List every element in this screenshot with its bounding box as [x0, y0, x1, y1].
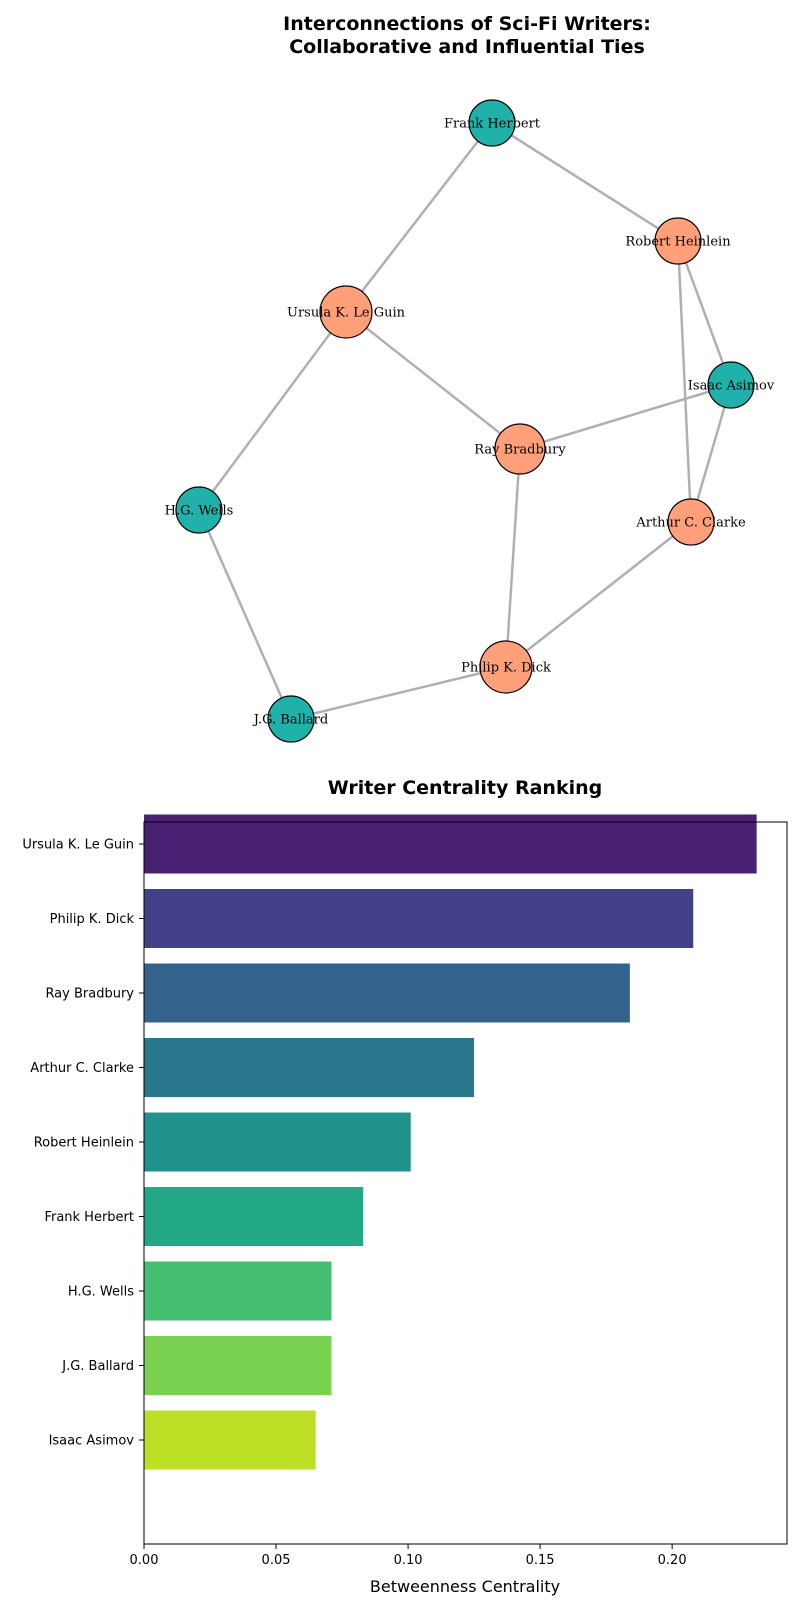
bar-chart-title: Writer Centrality Ranking — [328, 780, 602, 799]
y-tick-label: Ray Bradbury — [45, 987, 134, 1002]
network-nodes: Frank Herbert Robert Heinlein Ursula K. Le… — [165, 99, 775, 743]
network-title-line-2: Collaborative and Influential Ties — [289, 36, 645, 58]
node-robert-heinlein: Robert Heinlein — [625, 217, 731, 265]
plot-frame — [143, 821, 788, 1545]
x-tick-label: 0.05 — [262, 1553, 291, 1568]
node-arthur-c-clarke: Arthur C. Clarke — [635, 498, 746, 546]
edge-robert-heinlein-arthur-c-clarke — [676, 240, 693, 523]
edge-philip-k-dick-j-g-ballard — [290, 665, 507, 721]
node-label: Ray Bradbury — [474, 443, 566, 458]
bar-philip-k-dick — [144, 889, 694, 948]
node-philip-k-dick: Philip K. Dick — [461, 640, 551, 694]
bar-series — [144, 814, 757, 1470]
node-circle — [654, 217, 702, 265]
node-label: Ursula K. Le Guin — [287, 306, 406, 321]
y-tick-label: Robert Heinlein — [34, 1136, 134, 1151]
node-label: Frank Herbert — [444, 117, 541, 132]
y-tick-label: J.G. Ballard — [61, 1359, 134, 1374]
node-label: Philip K. Dick — [461, 661, 551, 676]
y-tick-label: Ursula K. Le Guin — [22, 838, 134, 853]
node-label: H.G. Wells — [165, 504, 234, 519]
edge-ursula-k-le-guin-h-g-wells — [197, 311, 348, 511]
node-label: Arthur C. Clarke — [635, 516, 746, 531]
node-circle — [494, 423, 546, 475]
edge-h-g-wells-j-g-ballard — [197, 509, 293, 720]
edge-frank-herbert-robert-heinlein — [491, 121, 679, 243]
x-tick-label: 0.20 — [658, 1553, 687, 1568]
node-circle — [267, 695, 315, 743]
bar-chart: Writer Centrality Ranking Ursula K. Le G… — [22, 780, 788, 1596]
bar-robert-heinlein — [144, 1112, 411, 1172]
node-ray-bradbury: Ray Bradbury — [474, 423, 566, 475]
node-ursula-k-le-guin: Ursula K. Le Guin — [287, 285, 406, 339]
bar-h-g-wells — [144, 1261, 332, 1321]
x-axis-label: Betweenness Centrality — [370, 1577, 560, 1596]
y-tick-label: H.G. Wells — [68, 1285, 134, 1300]
network-edges — [197, 121, 733, 721]
y-tick-label: Isaac Asimov — [49, 1434, 135, 1449]
node-frank-herbert: Frank Herbert — [444, 99, 541, 147]
node-h-g-wells: H.G. Wells — [165, 486, 234, 534]
bar-isaac-asimov — [144, 1410, 316, 1470]
bar-ray-bradbury — [144, 963, 630, 1023]
x-axis-ticks: 0.00 0.05 0.10 0.15 0.20 — [130, 1544, 687, 1568]
bar-j-g-ballard — [144, 1336, 332, 1395]
node-circle — [479, 640, 533, 694]
x-tick-label: 0.15 — [526, 1553, 555, 1568]
bar-arthur-c-clarke — [144, 1038, 475, 1097]
edge-frank-herbert-ursula-k-le-guin — [345, 122, 493, 313]
node-circle — [319, 285, 373, 339]
edge-arthur-c-clarke-philip-k-dick — [505, 521, 692, 668]
bar-ursula-k-le-guin — [144, 814, 757, 874]
network-title-line-1: Interconnections of Sci-Fi Writers: — [283, 13, 651, 35]
network-chart: Interconnections of Sci-Fi Writers: Coll… — [165, 13, 775, 743]
node-circle — [175, 486, 223, 534]
node-circle — [707, 361, 755, 409]
bar-frank-herbert — [144, 1187, 364, 1246]
y-axis-ticks: Ursula K. Le Guin Philip K. Dick Ray Bradb… — [22, 838, 144, 1449]
y-tick-label: Philip K. Dick — [50, 912, 135, 927]
y-tick-label: Frank Herbert — [44, 1210, 134, 1225]
node-circle — [667, 498, 715, 546]
edge-ursula-k-le-guin-ray-bradbury — [345, 311, 521, 450]
edge-ray-bradbury-philip-k-dick — [504, 448, 522, 668]
edge-robert-heinlein-isaac-asimov — [676, 240, 733, 386]
edge-isaac-asimov-ray-bradbury — [519, 383, 732, 451]
edge-isaac-asimov-arthur-c-clarke — [689, 384, 733, 523]
node-circle — [468, 99, 516, 147]
y-tick-label: Arthur C. Clarke — [30, 1061, 134, 1076]
node-label: J.G. Ballard — [252, 713, 328, 728]
x-tick-label: 0.00 — [130, 1553, 159, 1568]
node-isaac-asimov: Isaac Asimov — [688, 361, 775, 409]
node-label: Robert Heinlein — [625, 235, 731, 250]
x-tick-label: 0.10 — [394, 1553, 423, 1568]
node-label: Isaac Asimov — [688, 379, 775, 394]
node-j-g-ballard: J.G. Ballard — [252, 695, 328, 743]
